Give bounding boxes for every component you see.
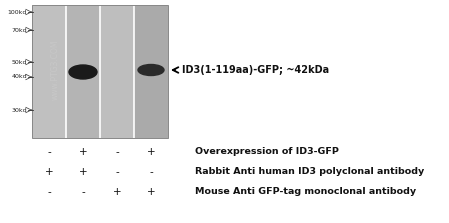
- Text: www.PTG3.COM: www.PTG3.COM: [50, 40, 60, 100]
- Text: +: +: [147, 187, 155, 197]
- Text: Overexpression of ID3-GFP: Overexpression of ID3-GFP: [195, 147, 339, 157]
- Bar: [100, 5, 134, 138]
- Text: -: -: [115, 147, 119, 157]
- Text: -: -: [47, 187, 51, 197]
- Text: +: +: [113, 187, 121, 197]
- Text: +: +: [79, 167, 87, 177]
- Text: 40kd: 40kd: [11, 74, 27, 80]
- Text: Rabbit Anti human ID3 polyclonal antibody: Rabbit Anti human ID3 polyclonal antibod…: [195, 167, 424, 176]
- Text: Mouse Anti GFP-tag monoclonal antibody: Mouse Anti GFP-tag monoclonal antibody: [195, 188, 416, 196]
- Text: +: +: [79, 147, 87, 157]
- Text: -: -: [149, 167, 153, 177]
- Text: +: +: [45, 167, 53, 177]
- Text: -: -: [115, 167, 119, 177]
- Text: -: -: [47, 147, 51, 157]
- Text: 100kd: 100kd: [8, 10, 27, 14]
- Text: -: -: [81, 187, 85, 197]
- Text: 50kd: 50kd: [12, 60, 27, 64]
- Bar: [32, 5, 66, 138]
- Bar: [32, 5, 168, 138]
- Bar: [66, 5, 100, 138]
- Ellipse shape: [144, 95, 162, 99]
- Ellipse shape: [69, 65, 97, 79]
- Text: +: +: [147, 147, 155, 157]
- Text: 30kd: 30kd: [11, 107, 27, 112]
- Ellipse shape: [138, 64, 164, 76]
- Text: ID3(1-119aa)-GFP; ~42kDa: ID3(1-119aa)-GFP; ~42kDa: [182, 65, 329, 75]
- Text: 70kd: 70kd: [11, 27, 27, 33]
- Bar: [134, 5, 168, 138]
